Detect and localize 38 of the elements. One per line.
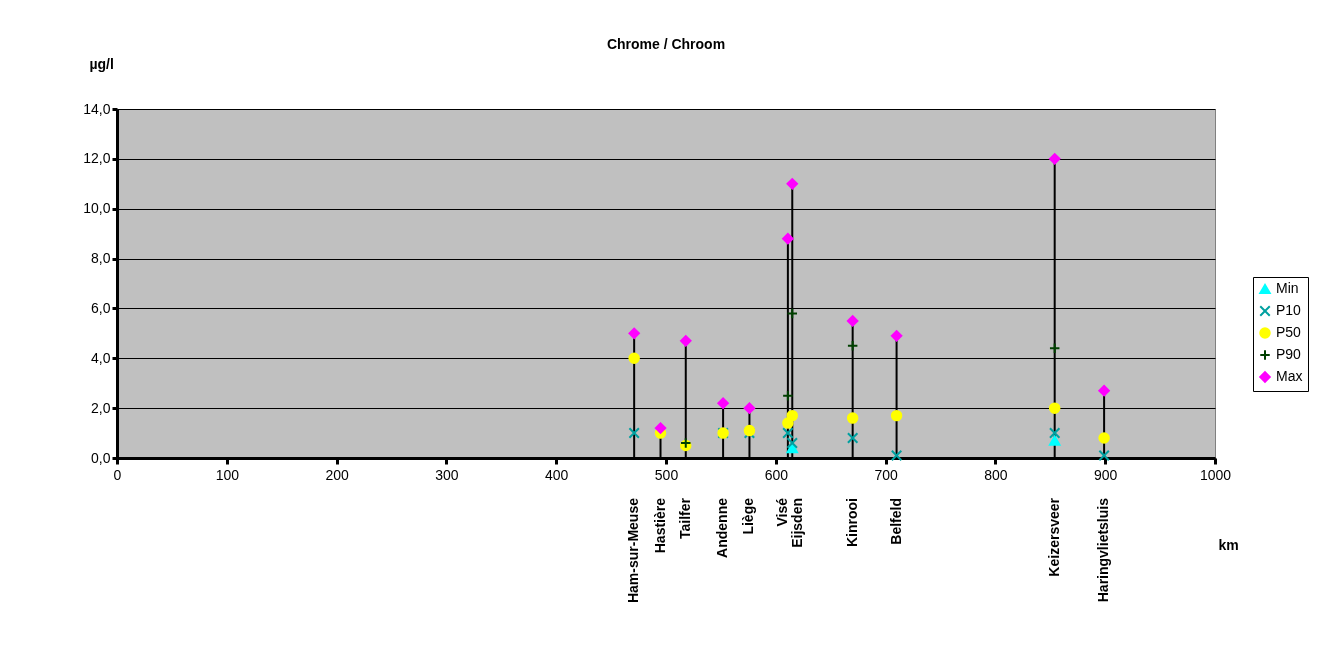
text: Kinrooi — [843, 498, 860, 547]
x-tick-label: 100 — [215, 466, 240, 483]
legend-label: Max — [1276, 368, 1303, 384]
legend-label: P10 — [1276, 302, 1302, 318]
legend-label: P90 — [1276, 346, 1302, 362]
text: Ham-sur-Meuse — [625, 497, 642, 604]
text: Tailfer — [676, 497, 693, 539]
y-tick-label: 8,0 — [91, 250, 111, 267]
text: Hastière — [651, 497, 668, 554]
x-tick-label: 500 — [654, 466, 679, 483]
x-tick-label: 600 — [764, 466, 789, 483]
text: Haringvlietsluis — [1095, 497, 1112, 603]
x-tick-label: 800 — [984, 466, 1008, 483]
x-tick-label: 1000 — [1199, 466, 1232, 483]
y-axis-title: µg/l — [89, 55, 114, 72]
x-tick-label: 0 — [113, 466, 122, 483]
y-tick-label: 4,0 — [91, 349, 111, 366]
text: Belfeld — [887, 498, 904, 545]
text: Visé — [773, 497, 790, 527]
y-tick-label: 10,0 — [83, 200, 111, 217]
x-tick-label: 200 — [325, 466, 349, 483]
x-tick-label: 900 — [1094, 466, 1118, 483]
chart-title: Chrome / Chroom — [606, 36, 726, 52]
y-tick-label: 6,0 — [91, 299, 111, 316]
y-tick-label: 0,0 — [91, 449, 111, 466]
y-tick-label: 12,0 — [83, 150, 111, 167]
legend-label: P50 — [1276, 324, 1302, 340]
x-axis-title: km — [1218, 536, 1239, 553]
text: Andenne — [714, 497, 731, 558]
text: Eijsden — [788, 498, 805, 548]
y-tick-label: 14,0 — [83, 100, 111, 117]
x-tick-label: 700 — [874, 466, 898, 483]
x-tick-label: 300 — [435, 466, 459, 483]
x-tick-label: 400 — [545, 466, 569, 483]
legend-label: Min — [1276, 280, 1299, 296]
text: Keizersveer — [1045, 497, 1062, 577]
text: Liège — [740, 497, 757, 535]
y-tick-label: 2,0 — [91, 399, 111, 416]
